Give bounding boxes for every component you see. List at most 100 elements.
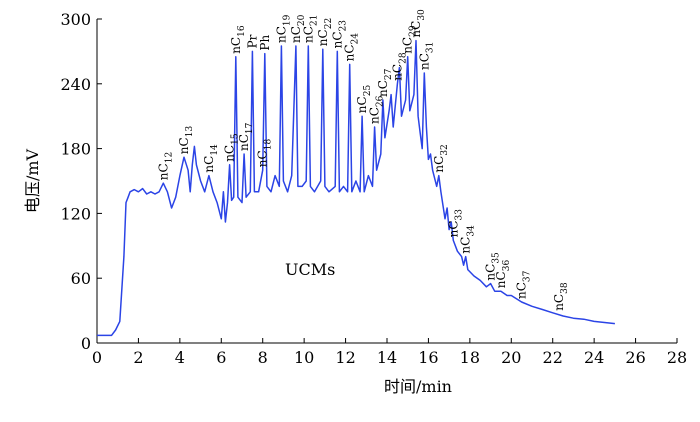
y-axis-label: 电压/mV: [23, 148, 42, 213]
peak-label: nC15: [223, 133, 241, 162]
peak-label-sub: 31: [425, 42, 435, 53]
x-axis-label: 时间/min: [384, 377, 452, 396]
line: [97, 39, 615, 337]
peak-label-text: nC: [301, 26, 315, 43]
peak-label: nC35: [484, 252, 502, 281]
peak-label-sub: 13: [185, 126, 195, 138]
peak-label-text: nC: [256, 150, 270, 167]
x-tick-label: 22: [543, 348, 563, 367]
peak-label: nC24: [343, 33, 361, 62]
peak-label: nC12: [156, 152, 174, 180]
peak-label-sub: 24: [351, 33, 361, 45]
y-tick-label: 0: [81, 334, 91, 353]
peak-label-text: nC: [289, 26, 303, 43]
peak-label-text: nC: [409, 21, 423, 38]
peak-label-text: nC: [274, 26, 288, 43]
peak-label: nC37: [515, 270, 533, 299]
y-tick-label: 180: [60, 140, 91, 159]
peak-label-text: nC: [376, 80, 390, 97]
x-tick-label: 4: [175, 348, 185, 367]
x-tick-label: 0: [92, 348, 102, 367]
peak-label: nC32: [432, 144, 450, 172]
peak-label: nC38: [552, 282, 570, 311]
y-tick-label: 120: [60, 204, 91, 223]
peak-label-text: nC: [237, 134, 251, 151]
x-tick-label: 24: [584, 348, 604, 367]
x-tick-label: 8: [258, 348, 268, 367]
peak-label-text: nC: [343, 44, 357, 61]
peak-label: nC29: [401, 25, 419, 54]
peak-label-sub: 19: [282, 14, 292, 26]
peak-label-text: nC: [223, 145, 237, 162]
x-tick-label: 6: [216, 348, 226, 367]
peak-label-sub: 16: [237, 25, 247, 37]
peak-label-text: Pr: [245, 34, 259, 48]
peak-label: nC30: [409, 9, 427, 38]
peak-label-text: nC: [552, 294, 566, 311]
x-tick-label: 2: [133, 348, 143, 367]
peak-label-sub: 35: [492, 252, 502, 264]
peak-label-sub: 32: [440, 144, 450, 155]
peak-label-text: nC: [401, 37, 415, 54]
peak-label-sub: 38: [560, 282, 570, 294]
x-tick-label: 12: [335, 348, 355, 367]
note: UCMs: [285, 260, 335, 279]
peak-label: nC28: [390, 52, 408, 81]
peak-label-sub: 17: [245, 122, 255, 134]
peak-label-sub: 36: [502, 260, 512, 272]
peak-label-text: nC: [316, 29, 330, 46]
x-tick-label: 20: [501, 348, 521, 367]
peak-label-text: nC: [368, 107, 382, 124]
peak-label-text: nC: [229, 37, 243, 54]
peak-label: nC17: [237, 122, 255, 151]
peak-label: Pr: [245, 34, 259, 48]
peak-label-sub: 30: [417, 9, 427, 21]
peak-label: nC18: [256, 139, 274, 168]
peak-label-sub: 23: [338, 20, 348, 32]
peak-label-text: nC: [355, 96, 369, 113]
peak-label-text: Ph: [258, 35, 272, 51]
x-tick-label: 28: [667, 348, 687, 367]
peak-label: nC23: [330, 20, 348, 49]
peak-label-sub: 14: [210, 144, 220, 156]
peak-label: nC13: [177, 126, 195, 155]
x-tick-label: 14: [377, 348, 397, 367]
peak-label-text: nC: [177, 137, 191, 154]
peak-label-sub: 20: [297, 14, 307, 26]
y-tick-label: 300: [60, 10, 91, 29]
peak-label: nC22: [316, 18, 334, 46]
peak-label: nC25: [355, 85, 373, 114]
peak-label-text: nC: [484, 264, 498, 281]
peak-label-text: nC: [494, 271, 508, 288]
peak-label-sub: 26: [376, 95, 386, 107]
peak-label-sub: 29: [409, 25, 419, 37]
peak-label-sub: 18: [264, 139, 274, 151]
y-tick-label: 240: [60, 75, 91, 94]
peak-label-sub: 33: [454, 209, 464, 221]
x-tick-label: 10: [294, 348, 314, 367]
peak-label-text: nC: [459, 237, 473, 254]
peak-label-sub: 21: [309, 15, 319, 26]
peak-label-text: nC: [156, 163, 170, 180]
peak-label-sub: 15: [231, 133, 241, 145]
peak-label-sub: 12: [164, 152, 174, 163]
peak-label: nC21: [301, 15, 319, 43]
peak-label-text: nC: [417, 53, 431, 70]
x-tick-label: 18: [460, 348, 480, 367]
peak-label-sub: 37: [523, 270, 533, 282]
peak-label: nC20: [289, 14, 307, 43]
peak-label: nC36: [494, 260, 512, 289]
peak-label: nC26: [368, 95, 386, 124]
peak-label-sub: 27: [384, 68, 394, 80]
peak-label: Ph: [258, 35, 272, 51]
peak-label: nC19: [274, 14, 292, 43]
peak-label: nC34: [459, 225, 477, 254]
peak-label-text: nC: [330, 31, 344, 48]
peak-label-sub: 28: [398, 52, 408, 64]
peak-label-sub: 25: [363, 85, 373, 97]
peak-label: nC33: [446, 209, 464, 238]
peak-label-text: nC: [390, 64, 404, 81]
x-tick-label: 26: [625, 348, 645, 367]
y-tick-label: 60: [71, 269, 91, 288]
